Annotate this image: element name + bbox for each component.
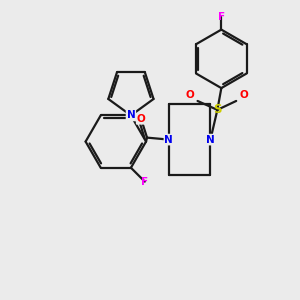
- Text: N: N: [206, 135, 215, 145]
- Text: F: F: [218, 12, 225, 22]
- Text: F: F: [141, 177, 148, 187]
- Text: O: O: [185, 90, 194, 100]
- Text: N: N: [164, 135, 173, 145]
- Text: S: S: [213, 103, 222, 116]
- Text: N: N: [127, 110, 135, 120]
- Text: O: O: [240, 90, 248, 100]
- Text: O: O: [137, 114, 146, 124]
